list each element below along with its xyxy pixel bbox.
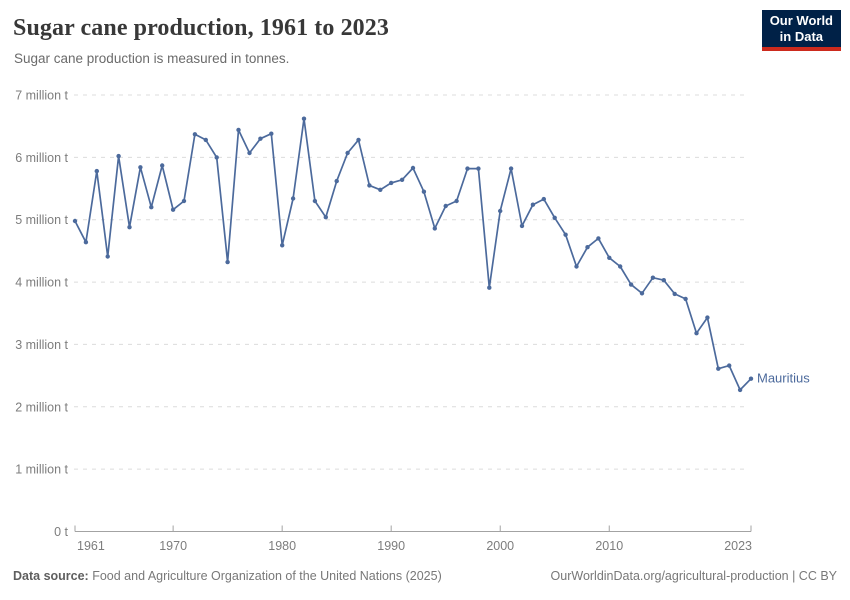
data-point[interactable]	[563, 232, 568, 237]
data-point[interactable]	[127, 225, 132, 230]
data-point[interactable]	[737, 387, 743, 393]
data-point[interactable]	[203, 137, 208, 143]
data-point[interactable]	[661, 278, 666, 283]
data-point[interactable]	[672, 291, 677, 297]
data-point[interactable]	[465, 166, 470, 171]
x-axis-label: 2010	[595, 539, 623, 553]
data-point[interactable]	[258, 136, 263, 141]
data-point[interactable]	[356, 137, 361, 143]
data-point[interactable]	[181, 198, 187, 204]
data-point[interactable]	[72, 218, 78, 224]
data-point[interactable]	[160, 163, 165, 168]
data-point[interactable]	[498, 208, 503, 214]
data-point[interactable]	[432, 226, 437, 231]
data-point[interactable]	[585, 245, 590, 250]
data-point[interactable]	[149, 205, 154, 210]
data-point[interactable]	[214, 155, 219, 160]
data-point[interactable]	[454, 198, 459, 204]
data-point[interactable]	[389, 180, 394, 186]
data-point[interactable]	[650, 275, 656, 280]
data-point[interactable]	[574, 264, 579, 269]
y-axis-label: 6 million t	[15, 151, 68, 165]
data-point[interactable]	[705, 315, 710, 320]
data-point[interactable]	[138, 165, 143, 170]
data-point[interactable]	[301, 116, 307, 121]
data-point[interactable]	[378, 187, 383, 192]
data-point[interactable]	[280, 243, 285, 248]
data-point[interactable]	[269, 131, 274, 136]
series-label-mauritius[interactable]: Mauritius	[757, 371, 810, 386]
data-point[interactable]	[421, 189, 427, 194]
data-point[interactable]	[443, 203, 448, 209]
series-line-mauritius[interactable]	[74, 117, 752, 391]
data-point[interactable]	[639, 291, 645, 296]
data-point[interactable]	[530, 202, 536, 207]
owid-logo[interactable]: Our World in Data	[761, 10, 841, 51]
chart-subtitle: Sugar cane production is measured in ton…	[14, 51, 290, 66]
data-point[interactable]	[170, 207, 176, 212]
data-point[interactable]	[694, 331, 699, 336]
data-point[interactable]	[323, 215, 328, 220]
x-axis-label: 1961	[77, 539, 105, 553]
owid-logo-line2: in Data	[779, 29, 824, 44]
y-axis-label: 2 million t	[15, 400, 68, 414]
data-point[interactable]	[290, 196, 296, 201]
y-axis-label: 4 million t	[15, 276, 68, 290]
data-point[interactable]	[508, 166, 514, 171]
data-point[interactable]	[716, 366, 721, 371]
data-point[interactable]	[334, 178, 339, 184]
data-point[interactable]	[476, 166, 481, 171]
data-point[interactable]	[552, 215, 557, 220]
data-point[interactable]	[105, 254, 110, 259]
x-axis-label: 2000	[486, 539, 514, 553]
x-axis-label: 1990	[377, 539, 405, 553]
x-axis-label: 2023	[724, 539, 752, 553]
data-point[interactable]	[192, 132, 198, 137]
x-axis-label: 1970	[159, 539, 187, 553]
y-axis-label: 3 million t	[15, 338, 68, 352]
y-axis-label: 0 t	[54, 525, 68, 539]
data-point[interactable]	[247, 150, 252, 156]
owid-logo-line1: Our World	[769, 13, 833, 28]
y-axis-label: 1 million t	[15, 463, 68, 477]
data-source-text: Food and Agriculture Organization of the…	[92, 569, 442, 583]
data-point[interactable]	[487, 285, 492, 290]
credit-link: OurWorldinData.org/agricultural-producti…	[550, 569, 837, 583]
x-axis-label: 1980	[268, 539, 296, 553]
data-point[interactable]	[367, 183, 372, 188]
data-point[interactable]	[596, 236, 601, 241]
data-source-label: Data source:	[13, 569, 89, 583]
y-axis-label: 5 million t	[15, 213, 68, 227]
data-point[interactable]	[618, 264, 623, 269]
data-point[interactable]	[345, 150, 350, 156]
data-source-note: Data source: Food and Agriculture Organi…	[13, 569, 442, 583]
data-point[interactable]	[541, 196, 546, 202]
data-point[interactable]	[312, 198, 318, 204]
data-point[interactable]	[628, 282, 634, 287]
data-point[interactable]	[116, 153, 121, 159]
data-point[interactable]	[236, 127, 241, 133]
data-point[interactable]	[727, 363, 732, 368]
data-point[interactable]	[519, 223, 525, 229]
data-point[interactable]	[225, 259, 230, 265]
y-axis-label: 7 million t	[15, 89, 68, 103]
data-point[interactable]	[83, 240, 89, 245]
data-point[interactable]	[748, 376, 754, 381]
page-title: Sugar cane production, 1961 to 2023	[13, 15, 389, 41]
data-point[interactable]	[94, 168, 100, 174]
data-point[interactable]	[410, 165, 416, 171]
data-point[interactable]	[683, 296, 688, 302]
data-point[interactable]	[607, 255, 612, 260]
data-point[interactable]	[399, 177, 405, 182]
